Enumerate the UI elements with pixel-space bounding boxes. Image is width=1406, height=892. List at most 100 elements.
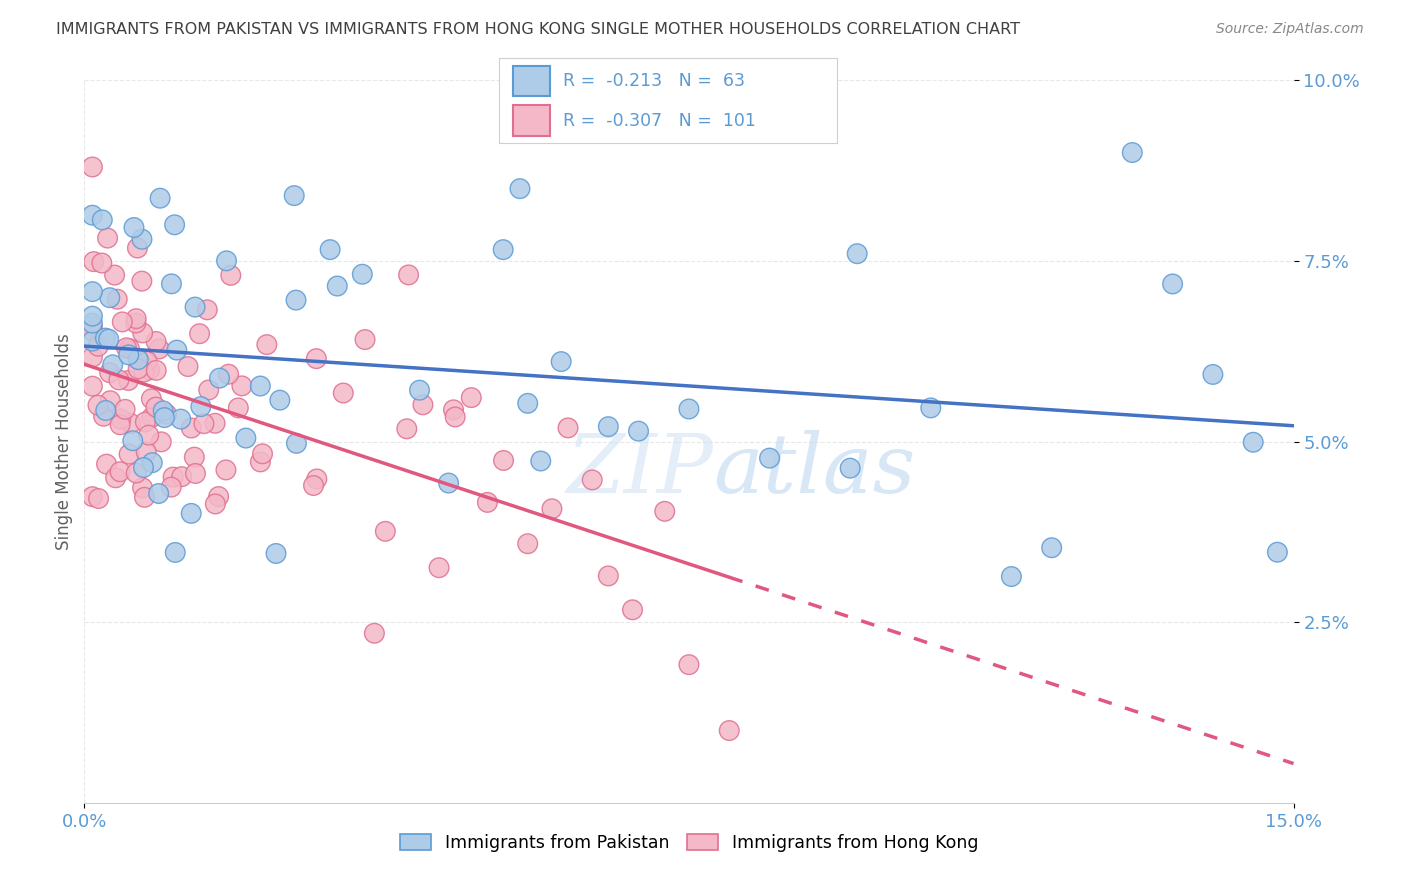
Point bbox=[101, 358, 124, 372]
Point bbox=[231, 379, 253, 393]
Point bbox=[162, 470, 184, 484]
Text: R =  -0.307   N =  101: R = -0.307 N = 101 bbox=[564, 112, 756, 129]
Point bbox=[138, 363, 160, 377]
Point bbox=[125, 316, 148, 330]
Point bbox=[598, 419, 620, 434]
Point bbox=[90, 256, 112, 270]
Point bbox=[444, 409, 467, 424]
Point bbox=[108, 373, 131, 387]
Point bbox=[127, 241, 149, 255]
Point bbox=[120, 417, 142, 431]
Point bbox=[163, 218, 186, 232]
Point bbox=[122, 220, 145, 235]
Point bbox=[215, 253, 238, 268]
Point bbox=[117, 374, 139, 388]
Point bbox=[264, 546, 287, 560]
Point bbox=[718, 723, 741, 738]
Point bbox=[269, 393, 291, 408]
Point bbox=[82, 160, 104, 174]
Point bbox=[621, 603, 644, 617]
Point bbox=[581, 473, 603, 487]
Point bbox=[96, 457, 118, 471]
Point bbox=[127, 352, 149, 367]
Point bbox=[190, 400, 212, 414]
Point bbox=[131, 326, 153, 340]
Point bbox=[188, 326, 211, 341]
Point bbox=[118, 342, 141, 356]
Point bbox=[437, 476, 460, 491]
Point bbox=[460, 391, 482, 405]
Point bbox=[138, 428, 160, 442]
FancyBboxPatch shape bbox=[513, 105, 550, 136]
Point bbox=[98, 291, 121, 305]
Point bbox=[354, 333, 377, 347]
Point bbox=[332, 386, 354, 401]
Point bbox=[160, 277, 183, 291]
Point bbox=[141, 410, 163, 425]
Point bbox=[509, 182, 531, 196]
Point bbox=[82, 208, 104, 222]
Point bbox=[678, 401, 700, 416]
Point bbox=[208, 371, 231, 385]
Point bbox=[846, 246, 869, 260]
Point bbox=[412, 398, 434, 412]
Point bbox=[129, 354, 152, 368]
Point bbox=[94, 403, 117, 417]
Point bbox=[152, 404, 174, 418]
Point bbox=[105, 292, 128, 306]
Point bbox=[180, 507, 202, 521]
Point bbox=[87, 398, 110, 412]
Legend: Immigrants from Pakistan, Immigrants from Hong Kong: Immigrants from Pakistan, Immigrants fro… bbox=[392, 827, 986, 859]
Point bbox=[352, 267, 374, 281]
Point bbox=[82, 316, 104, 330]
FancyBboxPatch shape bbox=[513, 66, 550, 96]
Point bbox=[141, 456, 163, 470]
Point bbox=[395, 422, 418, 436]
Point bbox=[654, 504, 676, 518]
Point bbox=[319, 243, 342, 257]
Text: Source: ZipAtlas.com: Source: ZipAtlas.com bbox=[1216, 22, 1364, 37]
Point bbox=[252, 447, 274, 461]
Point bbox=[398, 268, 420, 282]
Point bbox=[302, 478, 325, 492]
Point bbox=[153, 410, 176, 425]
Point bbox=[132, 460, 155, 475]
Point bbox=[678, 657, 700, 672]
Point bbox=[1121, 145, 1143, 160]
Point bbox=[155, 407, 177, 421]
Point bbox=[82, 379, 104, 393]
Point bbox=[177, 359, 200, 374]
Point bbox=[132, 365, 155, 379]
Point bbox=[195, 302, 218, 317]
Point bbox=[108, 465, 131, 479]
Point bbox=[134, 491, 156, 505]
Point bbox=[118, 447, 141, 461]
Point bbox=[127, 361, 149, 376]
Point bbox=[108, 417, 131, 432]
Point bbox=[204, 497, 226, 511]
Point bbox=[516, 396, 538, 410]
Point bbox=[149, 191, 172, 205]
Point bbox=[1267, 545, 1289, 559]
Point bbox=[82, 309, 104, 323]
Point bbox=[98, 366, 121, 380]
Point bbox=[516, 537, 538, 551]
Point bbox=[285, 293, 308, 307]
Point bbox=[82, 285, 104, 299]
Point bbox=[114, 402, 136, 417]
Point bbox=[115, 341, 138, 355]
Point bbox=[215, 463, 238, 477]
Point bbox=[94, 331, 117, 345]
Point bbox=[256, 337, 278, 351]
Point bbox=[145, 363, 167, 377]
Point bbox=[166, 343, 188, 358]
Point bbox=[305, 351, 328, 366]
Point bbox=[125, 311, 148, 326]
Point bbox=[550, 354, 572, 368]
Point bbox=[87, 491, 110, 506]
Point bbox=[131, 232, 153, 246]
Point bbox=[83, 254, 105, 268]
Point bbox=[150, 434, 173, 449]
Point bbox=[218, 368, 240, 382]
Point bbox=[98, 393, 121, 408]
